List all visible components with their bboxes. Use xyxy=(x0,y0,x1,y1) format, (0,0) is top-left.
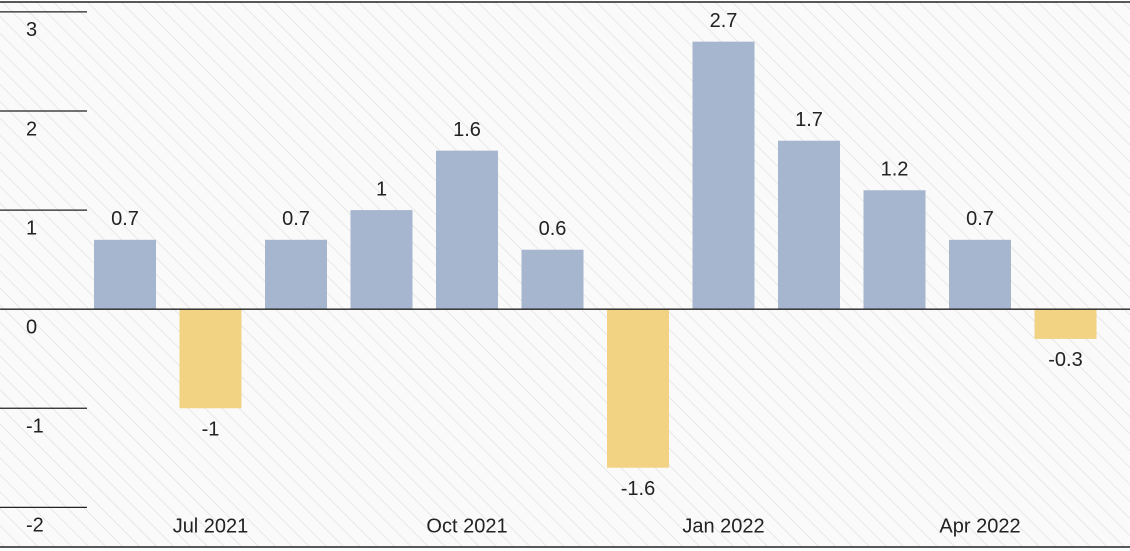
bar xyxy=(1034,309,1097,339)
value-label: 1.6 xyxy=(453,119,481,141)
bar xyxy=(521,249,584,310)
bar xyxy=(436,150,498,310)
value-label: -1 xyxy=(202,419,220,441)
y-tick-label: -1 xyxy=(26,416,44,438)
bar xyxy=(265,239,327,310)
bar xyxy=(94,239,156,310)
value-label: -0.3 xyxy=(1048,349,1082,371)
x-tick-label: Oct 2021 xyxy=(426,515,507,537)
bar xyxy=(350,210,413,310)
value-label: 0.7 xyxy=(966,208,994,230)
value-label: 0.7 xyxy=(111,208,139,230)
value-label: 0.6 xyxy=(539,218,567,240)
bar xyxy=(778,140,840,310)
value-label: 0.7 xyxy=(282,208,310,230)
x-tick-label: Jan 2022 xyxy=(682,515,764,537)
bar xyxy=(863,190,926,310)
y-tick-label: 1 xyxy=(26,217,37,239)
bar xyxy=(179,309,242,409)
value-label: 1.7 xyxy=(795,109,823,131)
bar xyxy=(949,239,1011,310)
value-label: 2.7 xyxy=(710,10,738,32)
bar xyxy=(692,41,755,310)
x-tick-label: Apr 2022 xyxy=(939,515,1020,537)
x-tick-label: Jul 2021 xyxy=(173,515,249,537)
value-label: -1.6 xyxy=(621,478,655,500)
y-tick-label: -2 xyxy=(26,515,44,537)
y-tick-label: 0 xyxy=(26,316,37,338)
y-tick-label: 2 xyxy=(26,118,37,140)
bar xyxy=(607,309,669,468)
value-label: 1.2 xyxy=(881,159,909,181)
y-tick-label: 3 xyxy=(26,19,37,41)
value-label: 1 xyxy=(376,178,387,200)
